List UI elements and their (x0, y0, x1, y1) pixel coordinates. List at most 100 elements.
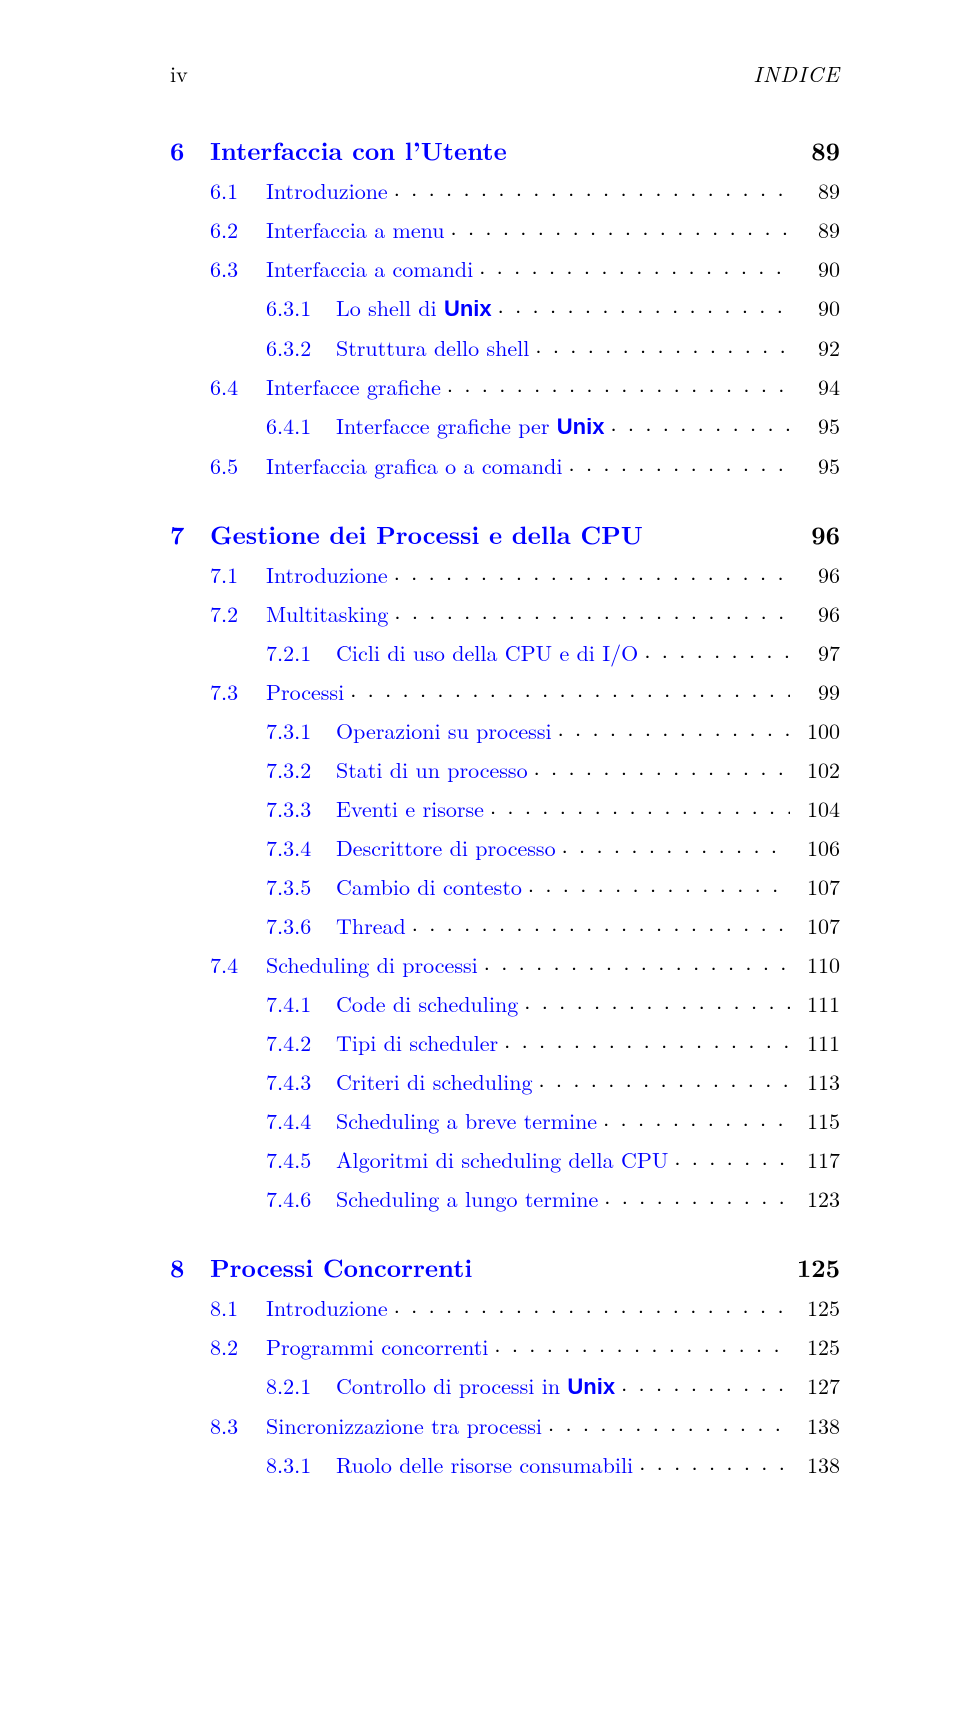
toc-entry[interactable]: 7.4.3Criteri di scheduling 113 (266, 1068, 840, 1093)
toc-entry[interactable]: 7.2.1Cicli di uso della CPU e di I/O97 (266, 639, 840, 664)
toc-leaders (478, 1252, 790, 1277)
toc-entry-page: 96 (796, 564, 840, 586)
toc-leaders (494, 1333, 790, 1355)
toc-leaders (524, 990, 790, 1012)
toc-entry-title: Tipi di scheduler (336, 1032, 498, 1054)
toc-entry-number: 7.4.1 (266, 993, 336, 1015)
toc-entry[interactable]: 6.4.1Interfacce grafiche per Unix95 (266, 412, 840, 438)
toc-entry[interactable]: 8.2.1Controllo di processi in Unix127 (266, 1372, 840, 1398)
toc-entry-number: 7.3.1 (266, 720, 336, 742)
toc-leaders (562, 834, 790, 856)
toc-entry[interactable]: 7.3.6Thread107 (266, 912, 840, 937)
toc-leaders (350, 678, 790, 700)
toc-entry[interactable]: 6.4Interfacce grafiche94 (210, 373, 840, 398)
toc-entry[interactable]: 7.2Multitasking96 (210, 600, 840, 625)
toc-entry-page: 96 (796, 603, 840, 625)
toc-entry-page: 106 (796, 837, 840, 859)
toc-entry-number: 6.1 (210, 180, 266, 202)
toc-entry[interactable]: 6.2Interfaccia a menu89 (210, 216, 840, 241)
toc-leaders (558, 717, 790, 739)
toc-entry[interactable]: 7.3.1Operazioni su processi 100 (266, 717, 840, 742)
toc-entry-title: Descrittore di processo (336, 837, 556, 859)
toc-entry-title: Scheduling a breve termine (336, 1110, 597, 1132)
toc-entry[interactable]: 7.4.5Algoritmi di scheduling della CPU11… (266, 1146, 840, 1171)
toc-entry[interactable]: 6.3Interfaccia a comandi90 (210, 255, 840, 280)
toc-entry[interactable]: 7.1Introduzione 96 (210, 561, 840, 586)
toc-entry[interactable]: 6.3.1Lo shell di Unix90 (266, 294, 840, 320)
toc-entry-title: Introduzione (266, 180, 388, 202)
toc-entry[interactable]: 7.4.4Scheduling a breve termine115 (266, 1107, 840, 1132)
toc-entry-title: Interfacce grafiche (266, 376, 441, 398)
toc-leaders (534, 756, 790, 778)
toc-entry-number: 6.2 (210, 219, 266, 241)
toc-leaders (394, 1294, 790, 1316)
toc-entry-number: 8.2 (210, 1336, 266, 1358)
toc-entry-title: Interfacce grafiche per Unix (336, 415, 604, 438)
toc-entry-page: 110 (796, 954, 840, 976)
toc-leaders (490, 795, 790, 817)
toc-entry-number: 7.3.3 (266, 798, 336, 820)
page-number-roman: iv (170, 58, 188, 89)
toc-entry[interactable]: 8.1Introduzione125 (210, 1294, 840, 1319)
toc-entry-title: Struttura dello shell (336, 337, 529, 359)
toc-entry[interactable]: 7.3Processi99 (210, 678, 840, 703)
toc-entry[interactable]: 7.3.3Eventi e risorse104 (266, 795, 840, 820)
toc-entry-page: 100 (796, 720, 840, 742)
toc-entry-page: 125 (796, 1255, 840, 1280)
toc-entry[interactable]: 8.2Programmi concorrenti125 (210, 1333, 840, 1358)
toc-entry[interactable]: 6.3.2Struttura dello shell92 (266, 334, 840, 359)
toc-entry-page: 95 (796, 455, 840, 477)
toc-entry-title: Interfaccia a comandi (266, 258, 473, 280)
toc-leaders (621, 1372, 790, 1394)
toc-entry[interactable]: 7Gestione dei Processi e della CPU96 (170, 519, 840, 547)
toc-entry[interactable]: 7.4Scheduling di processi 110 (210, 951, 840, 976)
toc-entry[interactable]: 7.3.2Stati di un processo102 (266, 756, 840, 781)
toc-entry-title: Sincronizzazione tra processi (266, 1415, 542, 1437)
toc-entry-title: Operazioni su processi (336, 720, 552, 742)
toc-entry-title: Controllo di processi in Unix (336, 1375, 615, 1398)
toc-entry-page: 90 (796, 297, 840, 319)
toc-entry-number: 8.3.1 (266, 1454, 336, 1476)
toc-entry-page: 90 (796, 258, 840, 280)
toc-entry-page: 99 (796, 681, 840, 703)
toc-entry-title: Scheduling di processi (266, 954, 478, 976)
toc-leaders (412, 912, 790, 934)
toc-entry-page: 107 (796, 915, 840, 937)
toc-entry-title: Cicli di uso della CPU e di I/O (336, 642, 638, 664)
toc-entry[interactable]: 8.3.1Ruolo delle risorse consumabili138 (266, 1451, 840, 1476)
toc-entry-number: 7.4.3 (266, 1071, 336, 1093)
page: iv INDICE 6Interfaccia con l’Utente896.1… (0, 0, 960, 1733)
toc-leaders (451, 216, 791, 238)
toc-entry-number: 7.3.5 (266, 876, 336, 898)
toc-entry-title: Gestione dei Processi e della CPU (210, 522, 643, 547)
toc-entry-page: 111 (796, 1032, 840, 1054)
toc-entry-page: 96 (796, 522, 840, 547)
toc-leaders (649, 519, 790, 544)
toc-entry[interactable]: 6.5Interfaccia grafica o a comandi95 (210, 452, 840, 477)
toc-entry-page: 107 (796, 876, 840, 898)
toc-entry-title: Introduzione (266, 564, 388, 586)
toc-entry-number: 8 (170, 1255, 210, 1280)
toc-entry-number: 7.1 (210, 564, 266, 586)
toc-entry-number: 6.5 (210, 455, 266, 477)
toc-entry[interactable]: 8Processi Concorrenti125 (170, 1252, 840, 1280)
toc-entry[interactable]: 7.4.1Code di scheduling111 (266, 990, 840, 1015)
toc-entry-number: 6.4.1 (266, 415, 336, 437)
toc-leaders (674, 1146, 790, 1168)
toc-entry-number: 7.4 (210, 954, 266, 976)
toc-entry[interactable]: 6Interfaccia con l’Utente89 (170, 135, 840, 163)
toc-entry-title: Criteri di scheduling (336, 1071, 532, 1093)
toc-entry[interactable]: 7.4.6Scheduling a lungo termine123 (266, 1185, 840, 1210)
toc-entry[interactable]: 6.1Introduzione89 (210, 177, 840, 202)
toc-entry[interactable]: 7.4.2Tipi di scheduler111 (266, 1029, 840, 1054)
toc-entry[interactable]: 7.3.5Cambio di contesto107 (266, 873, 840, 898)
toc-entry-page: 127 (796, 1375, 840, 1397)
toc-entry-page: 92 (796, 337, 840, 359)
toc-entry[interactable]: 7.3.4Descrittore di processo106 (266, 834, 840, 859)
toc-entry-page: 113 (796, 1071, 840, 1093)
toc-leaders (447, 373, 790, 395)
toc-leaders (394, 600, 790, 622)
toc-entry-page: 117 (796, 1149, 840, 1171)
toc-entry[interactable]: 8.3Sincronizzazione tra processi138 (210, 1412, 840, 1437)
toc-entry-title: Algoritmi di scheduling della CPU (336, 1149, 668, 1171)
